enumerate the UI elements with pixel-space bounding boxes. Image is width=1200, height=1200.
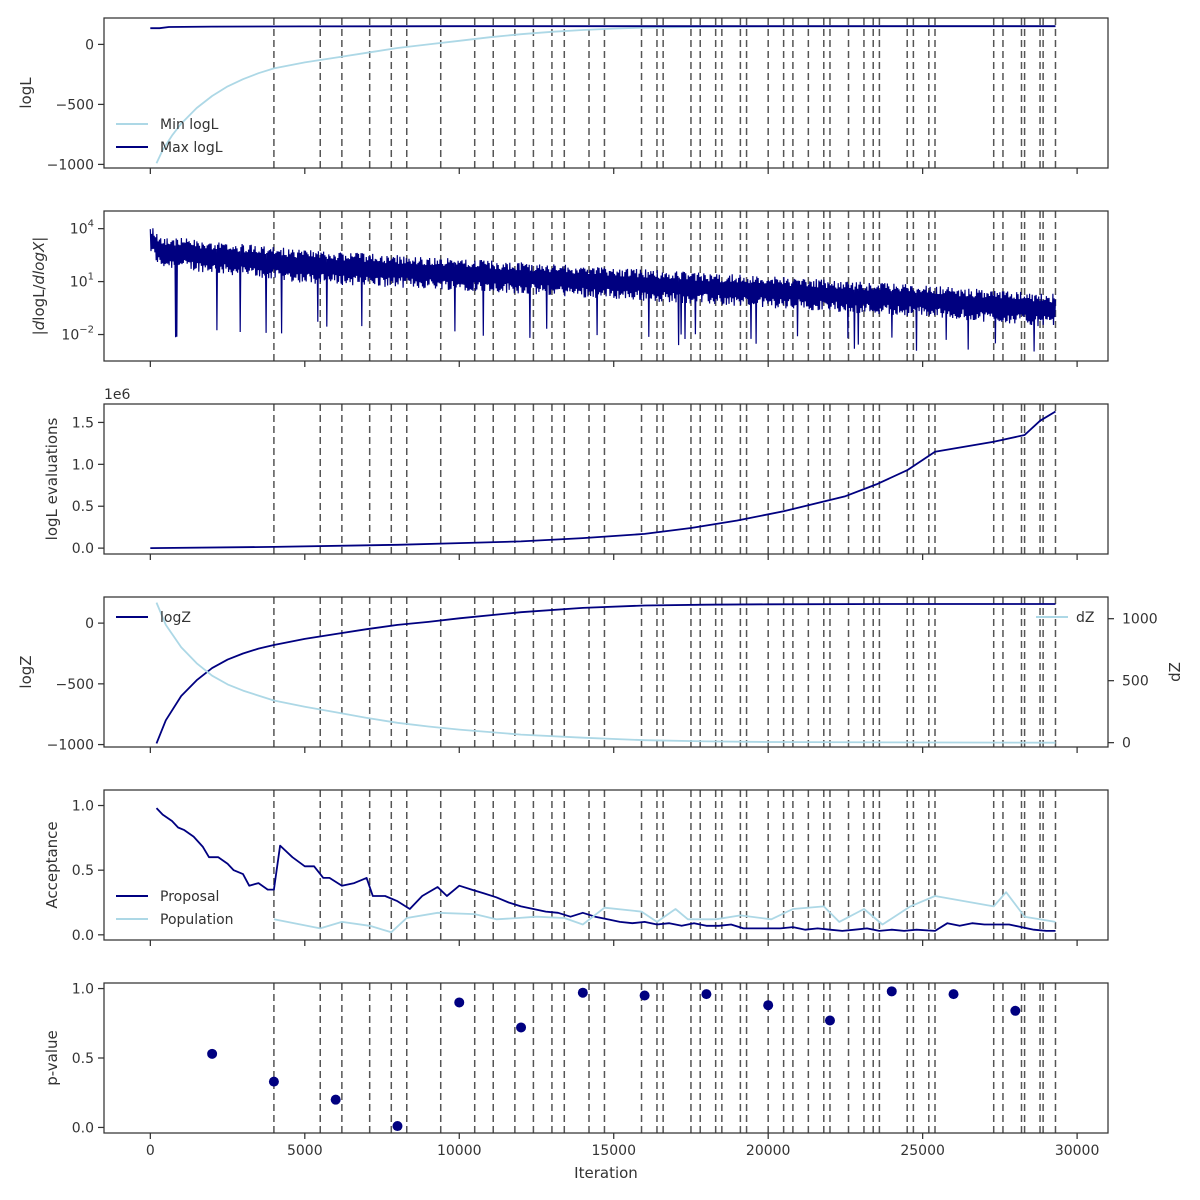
legend-dz: dZ (1036, 610, 1094, 626)
legend-population: Population (116, 912, 234, 928)
ytick-label: 101 (70, 272, 94, 291)
ytick-label: 1.0 (72, 799, 94, 815)
point-3 (392, 1121, 403, 1132)
ytick-label: −1000 (47, 738, 94, 754)
ylabel: logL (17, 77, 35, 109)
ytick-label: 0.0 (72, 928, 94, 944)
xtick-label: 20000 (746, 1143, 791, 1159)
ytick-label: 1.0 (72, 982, 94, 998)
ytick-label: 0.5 (72, 863, 94, 879)
point-4 (454, 997, 465, 1008)
vlines (273, 983, 1057, 1133)
point-0 (207, 1048, 218, 1059)
xtick-label: 5000 (287, 1143, 323, 1159)
series-line (150, 25, 1056, 30)
legend-label: Min logL (160, 117, 219, 133)
ytick-label: −1000 (47, 157, 94, 173)
ylabel: Acceptance (43, 821, 61, 908)
series-line (155, 603, 1056, 744)
ytick-label: 1.5 (72, 415, 94, 431)
axes-frame (103, 17, 1109, 169)
series-line (155, 602, 1056, 744)
legend-label: Population (160, 912, 234, 928)
vlines (273, 404, 1057, 554)
legend-label: Max logL (160, 140, 223, 156)
vlines (273, 597, 1057, 747)
ylabel: p-value (43, 1030, 61, 1086)
ytick-right-label: 500 (1122, 674, 1149, 690)
ytick-label: 0 (85, 616, 94, 632)
ytick-label: −500 (56, 677, 94, 693)
xtick-label: 10000 (437, 1143, 482, 1159)
axes-frame (103, 982, 1109, 1134)
point-1 (268, 1076, 279, 1087)
panel-4: 0 −500 −1000 1000 500 0 dZ logZ logZ dZ (17, 596, 1184, 754)
ytick-label: 0.5 (72, 1051, 94, 1067)
series-max-logl (150, 25, 1056, 30)
legend-label: logZ (160, 610, 191, 626)
legend-label: dZ (1076, 610, 1094, 626)
point-10 (824, 1015, 835, 1026)
vlines (273, 211, 1057, 361)
series-proposal (155, 807, 1056, 932)
axes-frame (103, 596, 1109, 748)
ytick-label: 0.0 (72, 1120, 94, 1136)
ytick-right-label: 1000 (1122, 612, 1158, 628)
legend-max-logl: Max logL (116, 140, 223, 156)
ylabel-right: dZ (1166, 662, 1184, 682)
point-2 (330, 1094, 341, 1105)
derivative-line (149, 228, 1057, 352)
ytick-right-label: 0 (1122, 736, 1131, 752)
ytick-label: 104 (70, 219, 94, 238)
panel-5: 0.0 0.5 1.0 Acceptance Proposal Population (43, 789, 1109, 946)
offset-text: 1e6 (104, 387, 131, 403)
panel-3: 0.0 0.5 1.0 1.5 1e6 logL evaluations (43, 387, 1109, 560)
panel-6: 0.0 0.5 1.0 0 5000 10000 15000 20000 25000 30000 I… (43, 982, 1109, 1182)
xtick-label: 15000 (591, 1143, 636, 1159)
series-line (150, 410, 1056, 549)
ytick-label: 10−2 (61, 325, 94, 344)
ytick-label: 0.0 (72, 541, 94, 557)
ylabel: logL evaluations (43, 417, 61, 540)
series-line (155, 807, 1056, 932)
xtick-label: 0 (146, 1143, 155, 1159)
point-12 (948, 989, 959, 1000)
series-min-logl (155, 25, 1056, 164)
ytick-label: 1.0 (72, 457, 94, 473)
point-11 (886, 986, 897, 997)
point-6 (577, 987, 588, 998)
point-5 (516, 1022, 527, 1033)
legend-label: Proposal (160, 889, 219, 905)
xtick-label: 30000 (1055, 1143, 1100, 1159)
point-13 (1010, 1005, 1021, 1016)
vlines (273, 18, 1057, 168)
point-7 (639, 990, 650, 1001)
legend-logz: logZ (116, 610, 191, 626)
legend-proposal: Proposal (116, 889, 219, 905)
series-line (155, 25, 1056, 164)
panel-2: 104 101 10−2 |dlogL/dlogX| (30, 210, 1109, 367)
ytick-label: 0 (85, 37, 94, 53)
point-9 (763, 1000, 774, 1011)
series-dz (155, 602, 1056, 744)
series-p2-0 (149, 228, 1057, 352)
series-logz (155, 603, 1056, 744)
axes-frame (103, 403, 1109, 555)
ylabel: logZ (17, 655, 35, 688)
series-line (273, 891, 1056, 934)
axes-frame (103, 210, 1109, 362)
axes-frame (103, 789, 1109, 941)
panel-1: 0 −500 −1000 logL Min logL Max logL (17, 17, 1109, 174)
ytick-label: 0.5 (72, 499, 94, 515)
series-p3-0 (150, 410, 1056, 549)
xtick-label: 25000 (900, 1143, 945, 1159)
ylabel: |dlogL/dlogX| (30, 237, 48, 336)
point-8 (701, 989, 712, 1000)
series-p6-0 (207, 986, 1021, 1132)
legend-min-logl: Min logL (116, 117, 219, 133)
series-population (273, 891, 1056, 934)
ytick-label: −500 (56, 97, 94, 113)
xlabel: Iteration (574, 1164, 638, 1182)
